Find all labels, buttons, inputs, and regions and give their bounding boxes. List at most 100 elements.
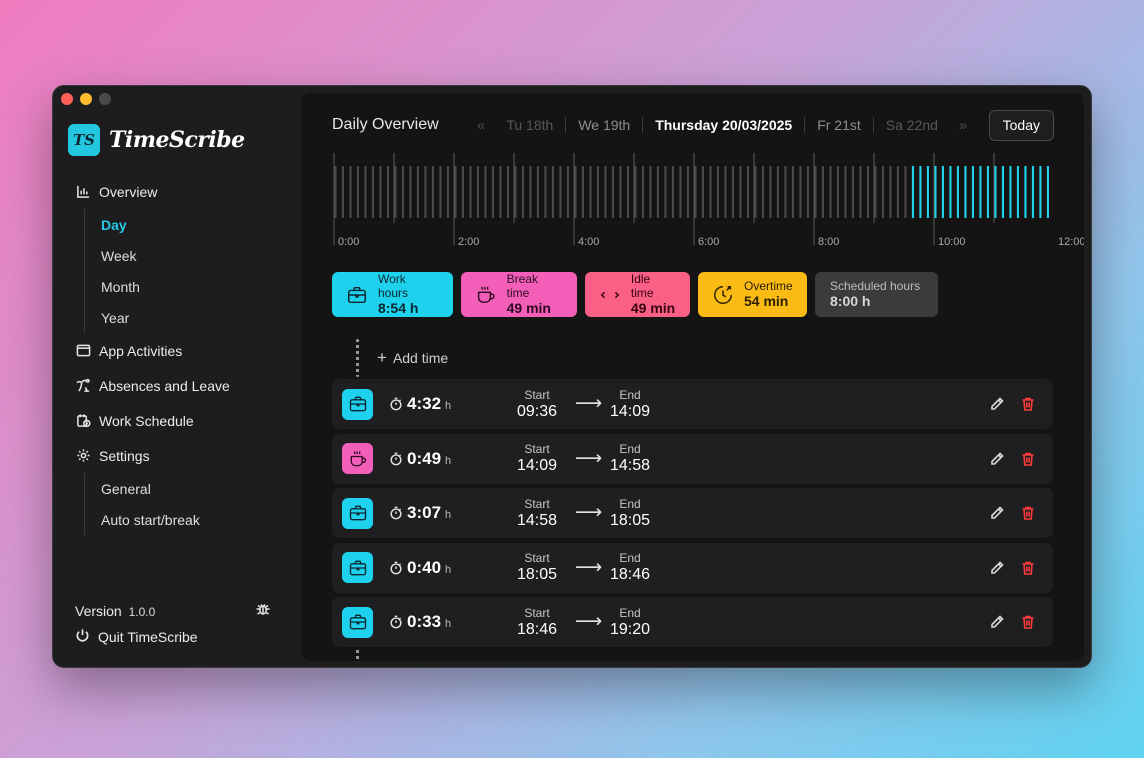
quit-label: Quit TimeScribe [98,629,198,645]
timeline-bar [416,166,419,218]
timeline-bar [514,166,517,218]
entry-end: End 18:05 [595,497,665,530]
time-entry-row: 0:49 h Start 14:09 ⟶ End 14:58 [332,433,1053,484]
timeline-bar [1046,166,1049,218]
duration-unit: h [445,563,452,576]
sidebar-item-work-schedule[interactable]: Work Schedule [75,403,285,438]
add-time-button[interactable]: + Add time [377,348,448,368]
sidebar-item-year[interactable]: Year [101,309,130,326]
plus-icon: + [377,348,387,367]
end-time: 18:46 [609,566,651,583]
day-link[interactable]: We 19th [566,117,644,133]
entry-start: Start 18:05 [502,551,572,584]
entry-duration: 4:32 h [389,394,451,414]
pencil-icon [991,506,1004,519]
timeline-bar [821,166,824,218]
trash-icon [1022,506,1034,520]
delete-entry-button[interactable] [1018,394,1038,414]
start-caption: Start [524,551,550,565]
time-entries-list: 4:32 h Start 09:36 ⟶ End 14:09 0:49 h St… [332,379,1053,652]
zoom-window-button[interactable] [99,93,111,105]
entry-start: Start 14:58 [502,497,572,530]
timeline-bar [529,166,532,218]
next-days-icon[interactable]: » [958,116,968,134]
sidebar-item-week[interactable]: Week [101,247,137,264]
timeline-bar [349,166,352,218]
window-controls [61,93,111,105]
time-entry-row: 3:07 h Start 14:58 ⟶ End 18:05 [332,488,1053,538]
timeline-bar [619,166,622,218]
timeline-bar [454,166,457,218]
timeline-bar [986,166,989,218]
gear-icon [75,448,91,464]
prev-days-icon[interactable]: « [477,116,486,134]
timeline-bar [379,166,382,218]
delete-entry-button[interactable] [1018,503,1038,523]
timeline-bar [536,166,539,218]
sidebar-item-month[interactable]: Month [101,278,140,295]
bar-chart-icon [75,184,91,200]
overtime-clock-icon [714,285,732,304]
trash-icon [1022,397,1034,411]
timeline-bar [409,166,412,218]
chip-label: Idle time [630,272,654,300]
day-link[interactable]: Tu 18th [494,117,567,133]
minimize-window-button[interactable] [80,93,92,105]
settings-subnav: General Auto start/break [84,473,285,535]
timeline-bar [746,166,749,218]
delete-entry-button[interactable] [1018,612,1038,632]
timeline-bar [814,166,817,218]
close-window-button[interactable] [61,93,73,105]
quit-button[interactable]: Quit TimeScribe [75,628,198,646]
current-day: Thursday 20/03/2025 [643,117,806,133]
delete-entry-button[interactable] [1018,558,1038,578]
sidebar-item-label: Work Schedule [99,412,194,429]
timeline-bar [866,166,869,218]
chip-value: 8:54 h [377,300,419,316]
sidebar-nav: Overview Day Week Month Year App Activit… [75,174,285,535]
edit-entry-button[interactable] [987,394,1007,414]
end-caption: End [619,605,641,620]
delete-entry-button[interactable] [1018,449,1038,469]
sidebar-item-app-activities[interactable]: App Activities [75,333,285,368]
day-link[interactable]: Sa 22nd [885,117,938,133]
edit-entry-button[interactable] [987,503,1007,523]
timeline-bar [941,166,944,218]
start-caption: Start [524,496,550,511]
timeline-bar [881,166,884,218]
time-entry-row: 4:32 h Start 09:36 ⟶ End 14:09 [332,379,1053,429]
time-entry-row: 0:33 h Start 18:46 ⟶ End 19:20 [332,597,1053,647]
entry-end: End 18:46 [595,551,665,584]
briefcase-icon [349,614,366,630]
sidebar-item-label: Absences and Leave [99,377,230,394]
stopwatch-icon [390,561,402,574]
day-link[interactable]: Fr 21st [805,117,874,133]
timeline-bar [1001,166,1004,218]
edit-entry-button[interactable] [987,612,1007,632]
sidebar-item-label: Overview [99,183,158,200]
timeline-bar [589,166,592,218]
edit-entry-button[interactable] [987,449,1007,469]
page-title: Daily Overview [332,116,439,133]
today-button[interactable]: Today [988,109,1054,141]
sidebar-item-general[interactable]: General [101,480,151,497]
sidebar-item-absences[interactable]: Absences and Leave [75,368,285,403]
edit-entry-button[interactable] [987,558,1007,578]
timeline-bar [754,166,757,218]
timeline-bar [701,166,704,218]
sidebar-item-overview[interactable]: Overview [75,174,285,209]
timeline-bar [439,166,442,218]
sidebar-item-auto-start-break[interactable]: Auto start/break [101,511,200,528]
timeline-bar [844,166,847,218]
briefcase-icon [349,396,366,412]
start-time: 18:05 [516,566,558,583]
topbar: Daily Overview « Tu 18th We 19th Thursda… [332,109,1054,141]
timeline-bar [994,166,997,218]
coffee-icon [477,286,495,303]
sidebar-item-day[interactable]: Day [101,216,127,233]
timeline-bar [424,166,427,218]
bug-icon[interactable] [255,601,271,620]
briefcase-icon [348,286,366,303]
sidebar-item-settings[interactable]: Settings [75,438,285,473]
entry-type-badge [342,443,373,474]
